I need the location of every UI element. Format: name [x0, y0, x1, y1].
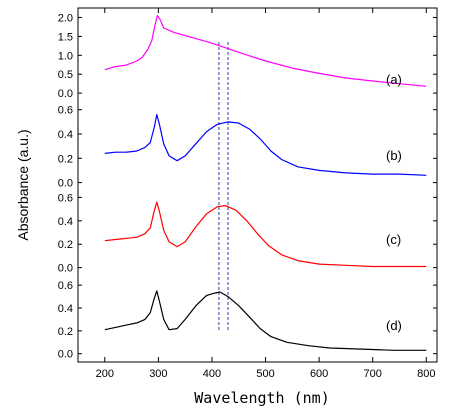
y-tick-label-1-0: 0.0	[58, 178, 73, 190]
y-tick-label-1-1: 0.2	[58, 153, 73, 165]
y-tick-label-3-2: 0.4	[58, 303, 73, 315]
panel-label-3: (d)	[386, 318, 402, 333]
x-tick-label-1: 300	[149, 368, 167, 380]
y-tick-label-0-1: 0.5	[58, 69, 73, 81]
y-tick-label-1-2: 0.4	[58, 129, 73, 141]
panel-label-1: (b)	[386, 148, 402, 163]
series-line-0	[104, 15, 427, 87]
y-tick-label-0-2: 1.0	[58, 50, 73, 62]
x-tick-label-6: 800	[417, 368, 435, 380]
x-axis-label: Wavelength (nm)	[194, 389, 329, 407]
y-tick-label-2-2: 0.4	[58, 216, 73, 228]
y-tick-label-3-3: 0.6	[58, 280, 73, 292]
y-axis-label: Absorbance (a.u.)	[15, 129, 31, 240]
y-tick-label-2-1: 0.2	[58, 239, 73, 251]
x-tick-label-3: 500	[256, 368, 274, 380]
series-line-3	[104, 290, 427, 351]
y-tick-label-2-3: 0.6	[58, 192, 73, 204]
panel-label-0: (a)	[386, 72, 402, 87]
y-tick-label-0-3: 1.5	[58, 31, 73, 43]
x-tick-label-5: 700	[364, 368, 382, 380]
y-tick-label-0-0: 0.0	[58, 88, 73, 100]
plot-frame	[77, 7, 438, 363]
x-tick-label-4: 600	[310, 368, 328, 380]
y-tick-label-3-0: 0.0	[58, 349, 73, 361]
series-line-1	[104, 114, 427, 176]
y-tick-label-0-4: 2.0	[58, 12, 73, 24]
y-tick-label-1-3: 0.6	[58, 105, 73, 117]
y-tick-label-3-1: 0.2	[58, 326, 73, 338]
panel-label-2: (c)	[386, 232, 401, 247]
y-tick-label-2-0: 0.0	[58, 263, 73, 275]
x-tick-label-2: 400	[203, 368, 221, 380]
x-tick-label-0: 200	[96, 368, 114, 380]
series-line-2	[104, 201, 427, 268]
